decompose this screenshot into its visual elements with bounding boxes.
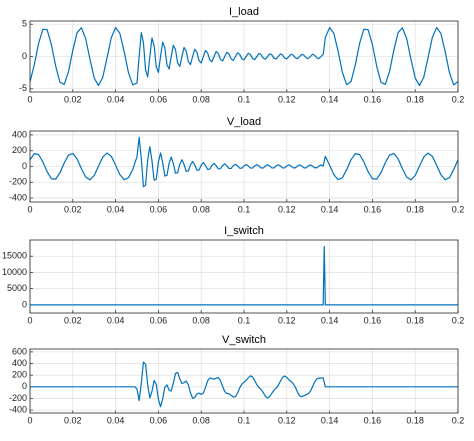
axes-frame <box>29 130 459 203</box>
x-tick-label: 0 <box>27 204 32 214</box>
plot-marks <box>30 245 458 306</box>
x-tick-label: 0.14 <box>321 204 339 214</box>
x-tick-label: 0.14 <box>321 315 339 325</box>
x-tick-label: 0.08 <box>192 315 210 325</box>
plot-marks <box>30 26 458 87</box>
data-line <box>30 136 458 188</box>
y-tick-label: -400 <box>9 404 27 414</box>
x-tick-label: 0.04 <box>107 315 125 325</box>
plot-marks <box>30 136 458 188</box>
x-tick-label: 0.1 <box>238 315 251 325</box>
x-tick-label: 0.2 <box>452 315 465 325</box>
y-tick-label: 200 <box>12 370 27 380</box>
x-tick-label: 0 <box>27 94 32 104</box>
y-tick-label: 600 <box>12 346 27 356</box>
x-tick-label: 0.2 <box>452 415 465 425</box>
y-tick-label: 0 <box>22 299 27 309</box>
x-tick-label: 0.18 <box>406 94 424 104</box>
x-tick-label: 0.16 <box>364 204 382 214</box>
x-tick-label: 0.06 <box>150 204 168 214</box>
chart-title: I_switch <box>224 225 264 237</box>
axes-frame <box>29 239 459 314</box>
y-tick-label: -5 <box>19 83 27 93</box>
x-tick-label: 0.16 <box>364 415 382 425</box>
subplot: V_load 0 0.02 0.04 0.06 0.08 0.1 0.12 0.14 0.16 0.… <box>9 116 464 214</box>
y-tick-label: 15000 <box>2 251 27 261</box>
x-tick-label: 0.06 <box>150 94 168 104</box>
x-tick-label: 0.02 <box>64 204 82 214</box>
x-tick-label: 0.04 <box>107 94 125 104</box>
x-tick-label: 0.14 <box>321 415 339 425</box>
x-tick-label: 0.08 <box>192 204 210 214</box>
x-tick-label: 0.12 <box>278 204 296 214</box>
x-tick-label: 0.08 <box>192 94 210 104</box>
y-tick-label: 0 <box>22 381 27 391</box>
y-tick-label: 400 <box>12 358 27 368</box>
x-tick-label: 0 <box>27 415 32 425</box>
x-tick-label: 0.04 <box>107 415 125 425</box>
y-tick-label: 400 <box>12 129 27 139</box>
x-tick-label: 0.12 <box>278 415 296 425</box>
x-tick-label: 0.06 <box>150 415 168 425</box>
x-tick-label: 0.1 <box>238 204 251 214</box>
x-tick-label: 0.18 <box>406 204 424 214</box>
data-line <box>30 26 458 87</box>
y-tick-label: 5000 <box>7 283 27 293</box>
plot-marks <box>30 361 458 408</box>
y-tick-label: 5 <box>22 19 27 29</box>
x-tick-label: 0.18 <box>406 315 424 325</box>
x-tick-label: 0.12 <box>278 315 296 325</box>
y-tick-label: 0 <box>22 51 27 61</box>
y-tick-label: -200 <box>9 393 27 403</box>
axes-frame <box>29 20 459 93</box>
chart-title: V_load <box>227 116 261 128</box>
x-tick-label: 0.14 <box>321 94 339 104</box>
x-tick-label: 0 <box>27 315 32 325</box>
y-tick-label: -400 <box>9 192 27 202</box>
data-line <box>30 361 458 408</box>
chart-title: V_switch <box>222 334 266 346</box>
x-tick-label: 0.18 <box>406 415 424 425</box>
x-tick-label: 0.1 <box>238 415 251 425</box>
x-tick-label: 0.04 <box>107 204 125 214</box>
x-tick-label: 0.16 <box>364 315 382 325</box>
data-line <box>30 245 458 306</box>
x-tick-label: 0.02 <box>64 94 82 104</box>
x-tick-label: 0.06 <box>150 315 168 325</box>
chart-title: I_load <box>229 6 259 18</box>
y-tick-label: 200 <box>12 145 27 155</box>
x-tick-label: 0.02 <box>64 315 82 325</box>
x-tick-label: 0.2 <box>452 204 465 214</box>
x-tick-label: 0.02 <box>64 415 82 425</box>
x-tick-label: 0.08 <box>192 415 210 425</box>
subplot: I_switch 0 0.02 0.04 0.06 0.08 0.1 0.12 0.14 0.16… <box>2 225 464 325</box>
x-tick-label: 0.2 <box>452 94 465 104</box>
x-tick-label: 0.1 <box>238 94 251 104</box>
y-tick-label: -200 <box>9 177 27 187</box>
x-tick-label: 0.12 <box>278 94 296 104</box>
y-tick-label: 10000 <box>2 267 27 277</box>
subplot: I_load 0 0.02 0.04 0.06 0.08 0.1 0.12 0.14 0.16 0.… <box>19 6 464 104</box>
subplot: V_switch 0 0.02 0.04 0.06 0.08 0.1 0.12 0.14 0.16… <box>9 334 464 425</box>
axes-frame <box>29 348 459 414</box>
x-tick-label: 0.16 <box>364 94 382 104</box>
y-tick-label: 0 <box>22 161 27 171</box>
